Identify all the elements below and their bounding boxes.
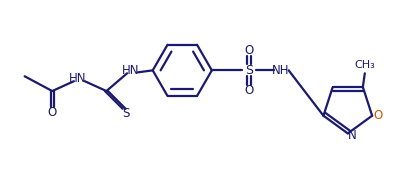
- Text: O: O: [47, 106, 57, 119]
- Text: NH: NH: [271, 64, 289, 77]
- Text: O: O: [244, 44, 253, 57]
- Text: S: S: [122, 107, 130, 120]
- Text: S: S: [245, 64, 253, 77]
- Text: HN: HN: [122, 64, 140, 77]
- Text: N: N: [348, 129, 356, 142]
- Text: O: O: [244, 83, 253, 97]
- Text: HN: HN: [69, 72, 86, 85]
- Text: CH₃: CH₃: [354, 60, 374, 70]
- Text: O: O: [373, 109, 382, 122]
